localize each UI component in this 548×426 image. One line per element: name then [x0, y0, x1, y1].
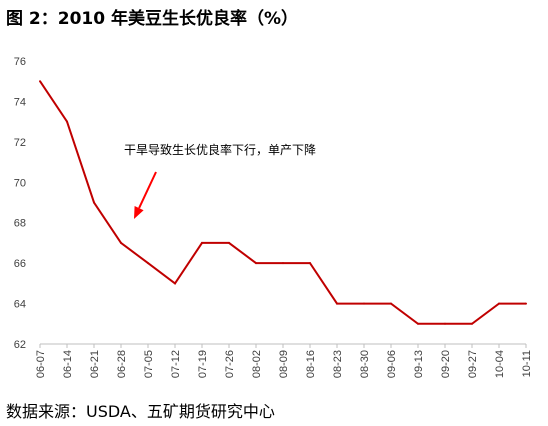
data-point	[255, 262, 257, 265]
annotation: 干旱导致生长优良率下行，单产下降	[124, 142, 316, 219]
data-point	[201, 241, 203, 244]
data-point	[66, 120, 68, 123]
x-tick-label: 06-07	[35, 350, 47, 378]
x-tick-label: 08-02	[251, 350, 263, 378]
x-tick-label: 07-19	[197, 350, 209, 378]
data-point	[309, 262, 311, 265]
data-point	[525, 302, 527, 305]
figure-title: 图 2：2010 年美豆生长优良率（%）	[6, 9, 299, 29]
data-point	[336, 302, 338, 305]
data-point	[498, 302, 500, 305]
x-tick-label: 09-20	[440, 350, 452, 378]
x-tick-label: 06-21	[89, 350, 101, 378]
x-tick-label: 10-11	[521, 350, 533, 377]
series-layer	[39, 80, 527, 325]
annotation-text: 干旱导致生长优良率下行，单产下降	[124, 142, 316, 157]
y-tick-label: 64	[14, 299, 26, 311]
x-tick-label: 09-06	[386, 350, 398, 378]
y-axis: 62 64 66 68 70 72 74 76	[14, 56, 26, 351]
annotation-arrow-head	[134, 206, 144, 219]
x-tick-label: 08-30	[359, 350, 371, 378]
y-tick-label: 72	[14, 137, 26, 149]
data-point	[363, 302, 365, 305]
y-tick-label: 62	[14, 339, 26, 351]
y-tick-label: 66	[14, 258, 26, 270]
x-axis: 06-07 06-14 06-21 06-28 07-05 07-12 07-19 07-26…	[35, 343, 533, 378]
series-line	[39, 80, 526, 325]
x-tick-label: 06-28	[116, 350, 128, 378]
y-tick-label: 74	[14, 96, 26, 108]
x-tick-label: 07-26	[224, 350, 236, 378]
data-point	[471, 322, 473, 325]
x-tick-label: 07-05	[143, 350, 155, 378]
y-tick-label: 68	[14, 218, 26, 230]
data-point	[174, 282, 176, 285]
data-point	[417, 322, 419, 325]
x-tick-label: 07-12	[170, 350, 182, 378]
y-tick-label: 76	[14, 56, 26, 68]
x-tick-label: 08-23	[332, 350, 344, 378]
data-point	[120, 241, 122, 244]
x-tick-label: 08-09	[278, 350, 290, 378]
data-point	[147, 262, 149, 265]
data-point	[282, 262, 284, 265]
x-tick-label: 10-04	[494, 350, 506, 378]
data-point	[228, 241, 230, 244]
figure-source: 数据来源：USDA、五矿期货研究中心	[6, 402, 275, 421]
annotation-arrow	[138, 171, 157, 209]
data-point	[444, 322, 446, 325]
y-tick-label: 70	[14, 177, 26, 189]
data-point	[93, 201, 95, 204]
x-tick-label: 06-14	[62, 350, 74, 378]
data-point	[39, 80, 41, 83]
x-tick-label: 08-16	[305, 350, 317, 378]
x-tick-label: 09-13	[413, 350, 425, 378]
data-point	[390, 302, 392, 305]
x-tick-label: 09-27	[467, 350, 479, 378]
